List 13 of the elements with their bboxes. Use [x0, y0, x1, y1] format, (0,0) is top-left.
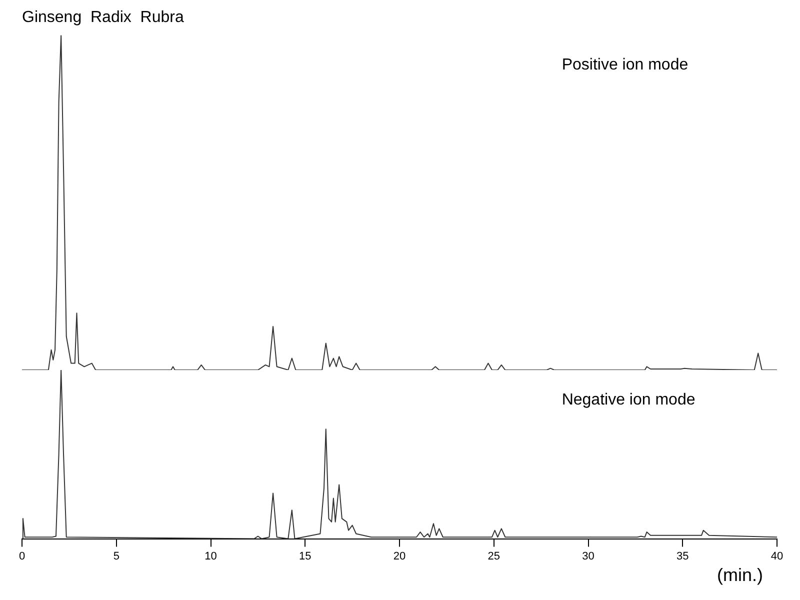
x-tick-label: 10	[204, 550, 217, 562]
x-tick-label: 30	[582, 550, 594, 562]
chart-title: Ginseng Radix Rubra	[22, 9, 184, 26]
annotation: Negative ion mode	[562, 391, 696, 408]
x-tick-label: 5	[113, 550, 120, 562]
annotation: Positive ion mode	[562, 56, 688, 74]
x-tick-label: 25	[488, 550, 500, 562]
x-axis-title: (min.)	[717, 564, 763, 585]
x-tick-label: 20	[393, 550, 406, 562]
x-tick-label: 15	[299, 550, 312, 562]
x-tick-label: 0	[18, 550, 26, 562]
x-tick-label: 35	[676, 550, 689, 562]
x-tick-label: 40	[770, 550, 784, 562]
